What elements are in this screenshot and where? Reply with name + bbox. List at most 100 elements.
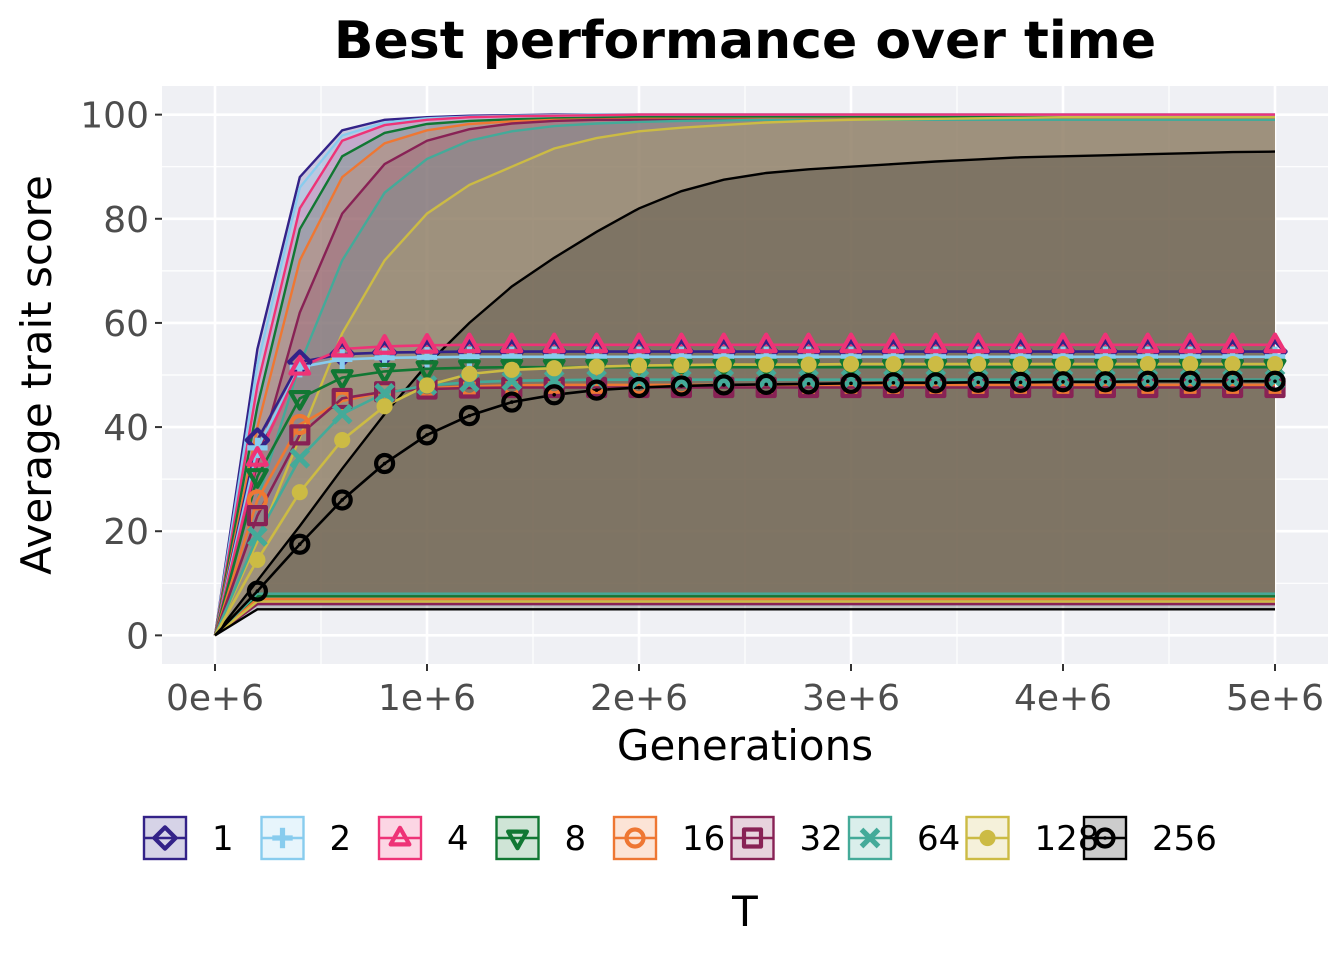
marker-4: [288, 354, 312, 376]
marker-4: [1178, 332, 1202, 354]
ribbon-lower-16: [214, 597, 1275, 637]
marker-256: [1052, 371, 1074, 393]
marker-32: [246, 504, 268, 527]
legend-key-marker-256: [1094, 827, 1116, 849]
x-tick-label: 2e+6: [590, 678, 688, 719]
marker-256: [1009, 371, 1032, 393]
x-axis-title: Generations: [617, 721, 873, 770]
marker-4: [542, 332, 566, 354]
y-tick-label: 60: [103, 304, 149, 345]
ribbon-lower-32: [214, 602, 1275, 637]
legend-key-marker-64: [859, 827, 881, 849]
marker-4: [585, 332, 609, 354]
marker-128: [461, 365, 478, 383]
marker-4: [754, 332, 778, 354]
legend-key-marker-32: [741, 827, 764, 849]
marker-256: [840, 372, 862, 394]
marker-256: [458, 405, 480, 427]
marker-256: [585, 379, 608, 401]
ribbon-1: [215, 114, 1275, 636]
marker-4: [627, 332, 651, 354]
marker-8: [330, 369, 354, 390]
marker-128: [334, 432, 351, 449]
marker-4: [966, 332, 990, 354]
marker-4: [1009, 332, 1033, 354]
marker-64: [247, 526, 268, 547]
marker-4: [1093, 332, 1117, 354]
marker-4: [881, 332, 905, 354]
legend-key-marker-8: [506, 829, 529, 851]
ribbon-lower-128: [214, 600, 1275, 637]
marker-256: [628, 376, 650, 399]
legend-key-marker-128: [979, 829, 996, 847]
marker-128: [1139, 355, 1156, 373]
legend: 1 2 4 8 16 32 64 128 256: [142, 815, 1217, 861]
legend-key-marker-1: [152, 825, 178, 851]
x-tick-label: 5e+6: [1226, 678, 1324, 719]
marker-128: [291, 484, 308, 501]
legend-item-16: 16: [612, 815, 725, 861]
legend-item-4: 4: [377, 815, 469, 861]
y-tick-label: 40: [103, 408, 149, 449]
legend-label-64: 64: [917, 819, 960, 859]
y-tick-label: 20: [103, 512, 149, 553]
marker-128: [1182, 355, 1199, 373]
marker-4: [1263, 332, 1287, 354]
marker-32: [331, 387, 353, 410]
marker-128: [376, 398, 393, 415]
ribbon-4: [215, 114, 1275, 636]
y-tick-label: 80: [103, 200, 149, 241]
marker-256: [967, 371, 989, 393]
marker-256: [331, 489, 353, 511]
legend-key-marker-4: [388, 825, 412, 847]
x-tick-label: 0e+6: [166, 678, 264, 719]
ribbon-lower-256: [214, 608, 1275, 637]
ribbons: [215, 114, 1275, 636]
legend-label-1: 1: [212, 819, 234, 859]
marker-4: [712, 332, 736, 354]
ribbon-upper-4: [213, 113, 1275, 636]
marker-128: [588, 358, 605, 375]
marker-128: [1054, 355, 1072, 373]
chart-title: Best performance over time: [334, 11, 1156, 71]
marker-256: [289, 533, 311, 555]
ribbon-128: [215, 117, 1275, 636]
marker-64: [374, 382, 395, 404]
marker-4: [457, 332, 481, 354]
y-tick-label: 100: [80, 96, 149, 137]
marker-128: [546, 360, 563, 377]
legend-item-256: 256: [1082, 815, 1217, 861]
marker-8: [245, 468, 269, 489]
marker-128: [1266, 355, 1284, 373]
ribbon-8: [215, 117, 1275, 636]
marker-256: [1137, 370, 1159, 392]
marker-256: [501, 391, 523, 413]
legend-label-16: 16: [682, 819, 725, 859]
marker-4: [245, 446, 269, 467]
marker-256: [246, 580, 268, 602]
marker-8: [373, 362, 397, 384]
marker-4: [924, 332, 948, 354]
x-tick-label: 4e+6: [1014, 678, 1112, 719]
ribbon-upper-128: [213, 115, 1275, 636]
marker-128: [249, 551, 266, 568]
marker-128: [1224, 355, 1241, 373]
x-tick-label: 1e+6: [378, 678, 476, 719]
marker-4: [373, 334, 397, 355]
ribbon-64: [215, 119, 1275, 636]
y-axis: 0 20 40 60 80 100: [80, 96, 162, 657]
marker-256: [543, 384, 565, 406]
marker-4: [415, 333, 439, 354]
marker-256: [1179, 370, 1201, 392]
marker-4: [797, 332, 821, 354]
marker-128: [1097, 355, 1114, 373]
ribbon-16: [215, 118, 1275, 636]
marker-128: [842, 355, 860, 373]
marker-128: [715, 356, 732, 373]
marker-64: [671, 369, 692, 391]
ribbon-lower-8: [214, 595, 1275, 637]
marker-128: [418, 377, 436, 394]
marker-256: [1221, 370, 1244, 392]
marker-128: [927, 355, 944, 373]
marker-256: [925, 372, 947, 394]
